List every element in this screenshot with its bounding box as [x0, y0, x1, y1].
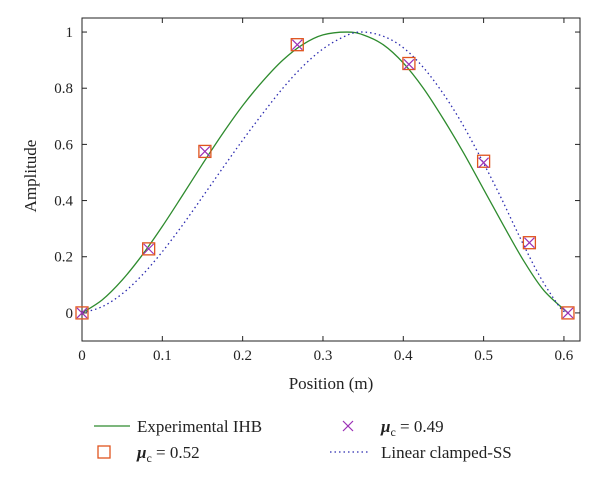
- data-point-x: [562, 307, 574, 319]
- legend-label: Experimental IHB: [137, 417, 262, 436]
- y-tick-label: 0.8: [54, 81, 73, 97]
- legend: Experimental IHB μc = 0.49 μc = 0.52 Linear…: [94, 417, 512, 465]
- x-tick-label: 0: [78, 348, 86, 364]
- legend-entry: μc = 0.52: [97, 443, 200, 465]
- legend-x-icon: [342, 420, 354, 432]
- x-axis-label: Position (m): [289, 374, 374, 393]
- y-tick-label: 0.2: [54, 250, 73, 266]
- data-point-x: [478, 157, 490, 169]
- legend-entry: Experimental IHB: [94, 417, 262, 436]
- data-point-x: [291, 39, 303, 51]
- data-point-square: [198, 144, 212, 159]
- data-point-x: [76, 307, 88, 319]
- data-point-square: [402, 56, 416, 71]
- data-point-square: [522, 236, 537, 250]
- legend-entry: μc = 0.49: [342, 417, 444, 439]
- legend-square-icon: [97, 445, 111, 459]
- x-tick-label: 0.6: [555, 348, 574, 364]
- data-point-x: [143, 243, 155, 255]
- y-axis-label: Amplitude: [21, 140, 40, 213]
- data-point-square: [142, 242, 156, 256]
- x-tick-label: 0.2: [233, 348, 252, 364]
- x-tick-label: 0.5: [474, 348, 493, 364]
- legend-entry: Linear clamped-SS: [330, 443, 512, 462]
- series-layer: [75, 31, 575, 320]
- legend-label: μc = 0.52: [136, 443, 200, 465]
- data-point-square: [75, 306, 89, 320]
- data-point-x: [523, 237, 535, 249]
- y-tick-label: 0: [66, 306, 74, 322]
- x-tick-label: 0.3: [314, 348, 333, 364]
- y-tick-label: 0.6: [54, 137, 73, 153]
- plot-frame: [81, 17, 581, 342]
- y-tick-label: 0.4: [54, 194, 73, 210]
- x-tick-label: 0.1: [153, 348, 172, 364]
- y-tick-label: 1: [66, 25, 74, 41]
- x-tick-label: 0.4: [394, 348, 413, 364]
- axis-ticks: 0 0.1 0.2 0.3 0.4 0.5 0.6 0 0.2 0.4 0.6 0.8 1: [54, 18, 580, 364]
- legend-label: Linear clamped-SS: [381, 443, 512, 462]
- data-point-square: [476, 154, 491, 168]
- data-point-square: [290, 38, 304, 52]
- data-point-x: [199, 145, 211, 157]
- series-line-linear-clamped-ss: [81, 31, 569, 314]
- data-point-x: [403, 58, 415, 70]
- data-point-square: [561, 306, 575, 320]
- series-line-experimental-ihb: [81, 31, 569, 314]
- legend-label: μc = 0.49: [380, 417, 444, 439]
